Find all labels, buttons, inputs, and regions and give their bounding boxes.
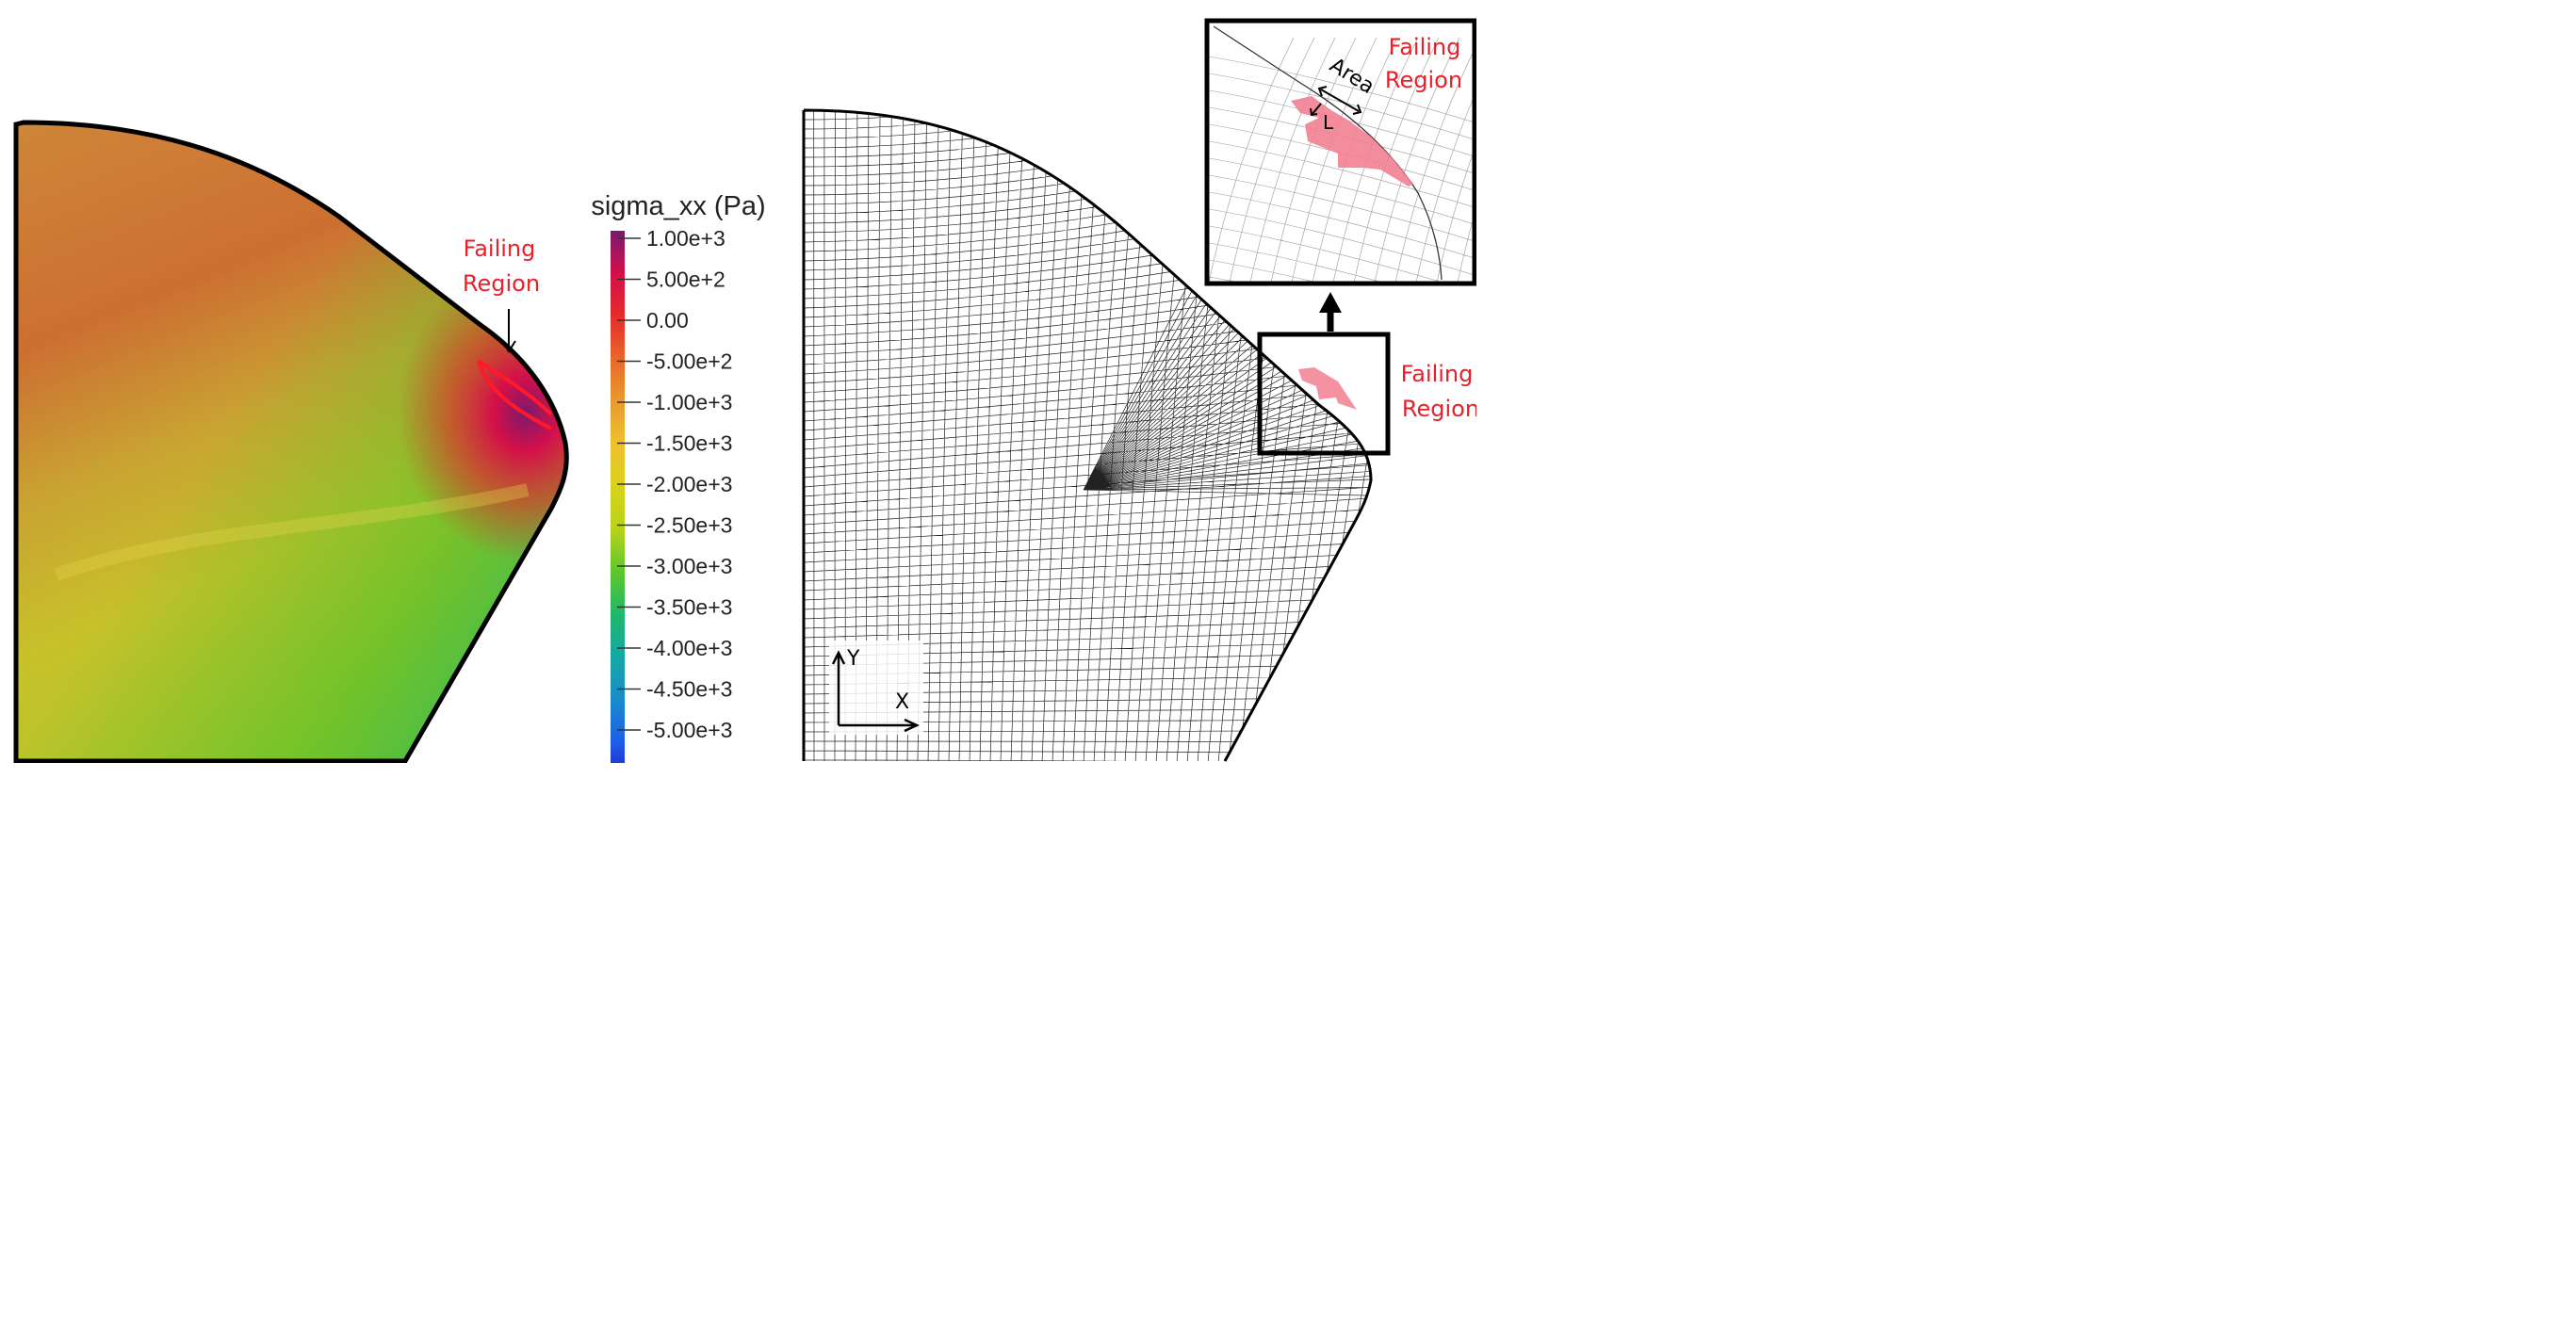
colorbar-tick-label: -1.00e+3 bbox=[646, 390, 732, 414]
left-failing-label-line1: Failing bbox=[464, 235, 536, 262]
inset-failing-label-line2: Region bbox=[1385, 67, 1462, 93]
inset-length-label: L bbox=[1323, 111, 1334, 134]
stress-field-panel: Failing Region bbox=[13, 120, 569, 763]
right-failing-label-line1: Failing bbox=[1401, 361, 1474, 387]
colorbar-tick-label: 5.00e+2 bbox=[646, 268, 726, 292]
inset-frame bbox=[1204, 18, 1476, 286]
up-arrow-icon bbox=[1319, 292, 1342, 332]
axis-x-label: X bbox=[895, 690, 909, 714]
zoom-inset: Area L Failing Region bbox=[1204, 18, 1476, 286]
failing-region-outline bbox=[477, 359, 553, 430]
colorbar-ticks: 1.00e+3 5.00e+2 0.00 -5.00e+2 -1.00e+3 -1.50e… bbox=[617, 226, 732, 763]
figure-canvas: Failing Region sigma_xx (Pa) 1.00e+3 5.00… bbox=[13, 18, 1476, 763]
mesh-failing-region bbox=[1298, 367, 1357, 410]
length-double-arrow-icon bbox=[1310, 103, 1322, 117]
stress-shape-outline bbox=[13, 120, 569, 763]
down-arrow-icon bbox=[501, 309, 516, 353]
colorbar-tick-label: 0.00 bbox=[646, 308, 689, 332]
colorbar: sigma_xx (Pa) 1.00e+3 5.00e+2 0.00 -5.00e+2… bbox=[591, 191, 766, 763]
colorbar-tick-label: -3.50e+3 bbox=[646, 595, 732, 620]
mesh-panel: Failing Region Y X bbox=[802, 108, 1476, 762]
colorbar-tick-label: -3.00e+3 bbox=[646, 554, 732, 578]
axis-indicator: Y X bbox=[829, 641, 923, 735]
zoom-box bbox=[1257, 332, 1391, 456]
colorbar-tick-label: -5.00e+2 bbox=[646, 349, 732, 374]
colorbar-title: sigma_xx (Pa) bbox=[591, 191, 765, 221]
colorbar-tick-label: -2.00e+3 bbox=[646, 472, 732, 496]
colorbar-tick-label: -4.00e+3 bbox=[646, 636, 732, 660]
axis-y-label: Y bbox=[846, 647, 860, 671]
inset-failing-region bbox=[1291, 96, 1413, 187]
colorbar-tick-label: -4.50e+3 bbox=[646, 677, 732, 702]
colorbar-tick-label: -5.40e+3 bbox=[646, 759, 732, 764]
colorbar-gradient bbox=[611, 231, 625, 763]
colorbar-tick-label: -5.00e+3 bbox=[646, 718, 732, 742]
colorbar-tick-label: -2.50e+3 bbox=[646, 513, 732, 538]
colorbar-tick-label: 1.00e+3 bbox=[646, 226, 726, 251]
inset-failing-label-line1: Failing bbox=[1389, 34, 1461, 60]
area-double-arrow-icon bbox=[1317, 86, 1362, 115]
mesh-outline bbox=[802, 108, 1373, 762]
left-failing-label-line2: Region bbox=[463, 270, 540, 297]
right-failing-label-line2: Region bbox=[1402, 396, 1476, 422]
colorbar-tick-label: -1.50e+3 bbox=[646, 431, 732, 456]
